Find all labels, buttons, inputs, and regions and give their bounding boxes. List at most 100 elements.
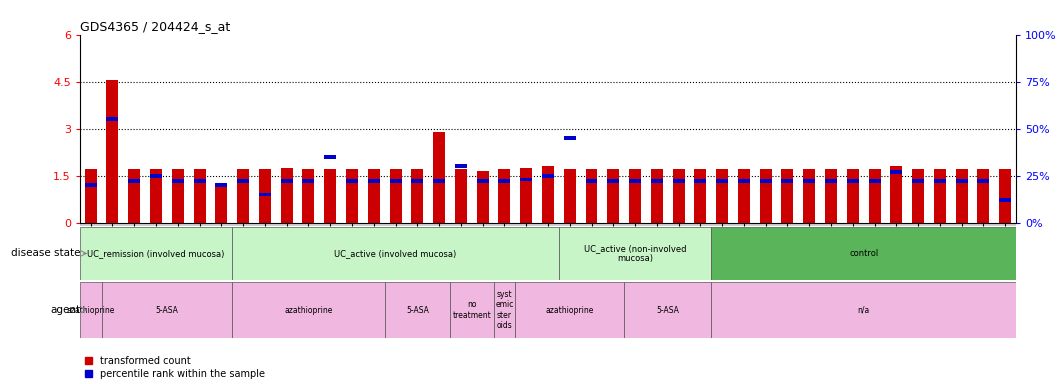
Bar xyxy=(803,169,815,223)
Bar xyxy=(85,183,97,187)
Bar xyxy=(368,179,380,183)
Bar xyxy=(847,179,859,183)
Bar xyxy=(803,179,815,183)
Bar xyxy=(412,169,423,223)
Bar xyxy=(129,179,140,183)
Bar xyxy=(955,169,967,223)
Bar xyxy=(868,169,881,223)
Text: 5-ASA: 5-ASA xyxy=(155,306,179,314)
Text: syst
emic
ster
oids: syst emic ster oids xyxy=(495,290,514,330)
Bar xyxy=(585,179,598,183)
Bar xyxy=(542,166,554,223)
Bar xyxy=(194,179,205,183)
Bar xyxy=(738,179,750,183)
Bar xyxy=(912,169,925,223)
Bar xyxy=(781,169,794,223)
Bar xyxy=(825,179,837,183)
Bar xyxy=(912,179,925,183)
Bar xyxy=(868,179,881,183)
Text: disease state: disease state xyxy=(11,248,80,258)
Bar xyxy=(450,282,494,338)
Text: azathioprine: azathioprine xyxy=(284,306,333,314)
Bar xyxy=(891,166,902,223)
Bar xyxy=(232,227,559,280)
Bar xyxy=(498,169,511,223)
Bar xyxy=(150,169,162,223)
Bar xyxy=(80,227,232,280)
Bar xyxy=(215,183,228,187)
Bar xyxy=(695,179,706,183)
Bar xyxy=(672,179,684,183)
Bar xyxy=(781,179,794,183)
Bar xyxy=(325,155,336,159)
Bar xyxy=(259,169,271,223)
Bar xyxy=(760,169,771,223)
Text: 5-ASA: 5-ASA xyxy=(405,306,429,314)
Text: control: control xyxy=(849,249,878,258)
Bar xyxy=(585,169,598,223)
Bar xyxy=(498,179,511,183)
Bar xyxy=(711,282,1016,338)
Text: UC_active (involved mucosa): UC_active (involved mucosa) xyxy=(334,249,456,258)
Bar xyxy=(389,179,401,183)
Bar xyxy=(237,179,249,183)
Bar xyxy=(559,227,711,280)
Bar xyxy=(281,179,293,183)
Bar xyxy=(651,179,663,183)
Bar xyxy=(629,179,641,183)
Bar xyxy=(542,174,554,177)
Bar xyxy=(520,168,532,223)
Bar xyxy=(412,179,423,183)
Bar xyxy=(85,169,97,223)
Bar xyxy=(999,198,1011,202)
Bar xyxy=(368,169,380,223)
Bar xyxy=(738,169,750,223)
Bar xyxy=(232,282,385,338)
Bar xyxy=(978,179,990,183)
Bar xyxy=(433,132,445,223)
Bar xyxy=(346,169,358,223)
Bar xyxy=(716,169,728,223)
Bar xyxy=(629,169,641,223)
Bar xyxy=(346,179,358,183)
Bar xyxy=(608,169,619,223)
Bar xyxy=(259,193,271,196)
Bar xyxy=(711,227,1016,280)
Bar xyxy=(825,169,837,223)
Text: agent: agent xyxy=(50,305,80,315)
Legend: transformed count, percentile rank within the sample: transformed count, percentile rank withi… xyxy=(85,356,265,379)
Bar xyxy=(564,169,576,223)
Bar xyxy=(934,169,946,223)
Text: 5-ASA: 5-ASA xyxy=(656,306,679,314)
Bar xyxy=(194,169,205,223)
Bar xyxy=(433,179,445,183)
Bar xyxy=(455,169,467,223)
Bar xyxy=(477,171,488,223)
Bar xyxy=(455,164,467,168)
Bar xyxy=(237,169,249,223)
Bar xyxy=(608,179,619,183)
Bar xyxy=(101,282,232,338)
Bar xyxy=(171,169,184,223)
Bar xyxy=(106,118,118,121)
Bar xyxy=(934,179,946,183)
Bar xyxy=(520,177,532,181)
Text: azathioprine: azathioprine xyxy=(66,306,115,314)
Bar xyxy=(672,169,684,223)
Bar xyxy=(150,174,162,177)
Bar xyxy=(171,179,184,183)
Text: n/a: n/a xyxy=(858,306,870,314)
Text: no
treatment: no treatment xyxy=(452,300,492,320)
Bar xyxy=(129,169,140,223)
Bar xyxy=(651,169,663,223)
Bar xyxy=(281,168,293,223)
Text: azathioprine: azathioprine xyxy=(546,306,594,314)
Bar xyxy=(978,169,990,223)
Bar xyxy=(494,282,515,338)
Bar xyxy=(325,169,336,223)
Bar xyxy=(716,179,728,183)
Bar xyxy=(215,184,228,223)
Bar xyxy=(847,169,859,223)
Text: GDS4365 / 204424_s_at: GDS4365 / 204424_s_at xyxy=(80,20,230,33)
Bar xyxy=(385,282,450,338)
